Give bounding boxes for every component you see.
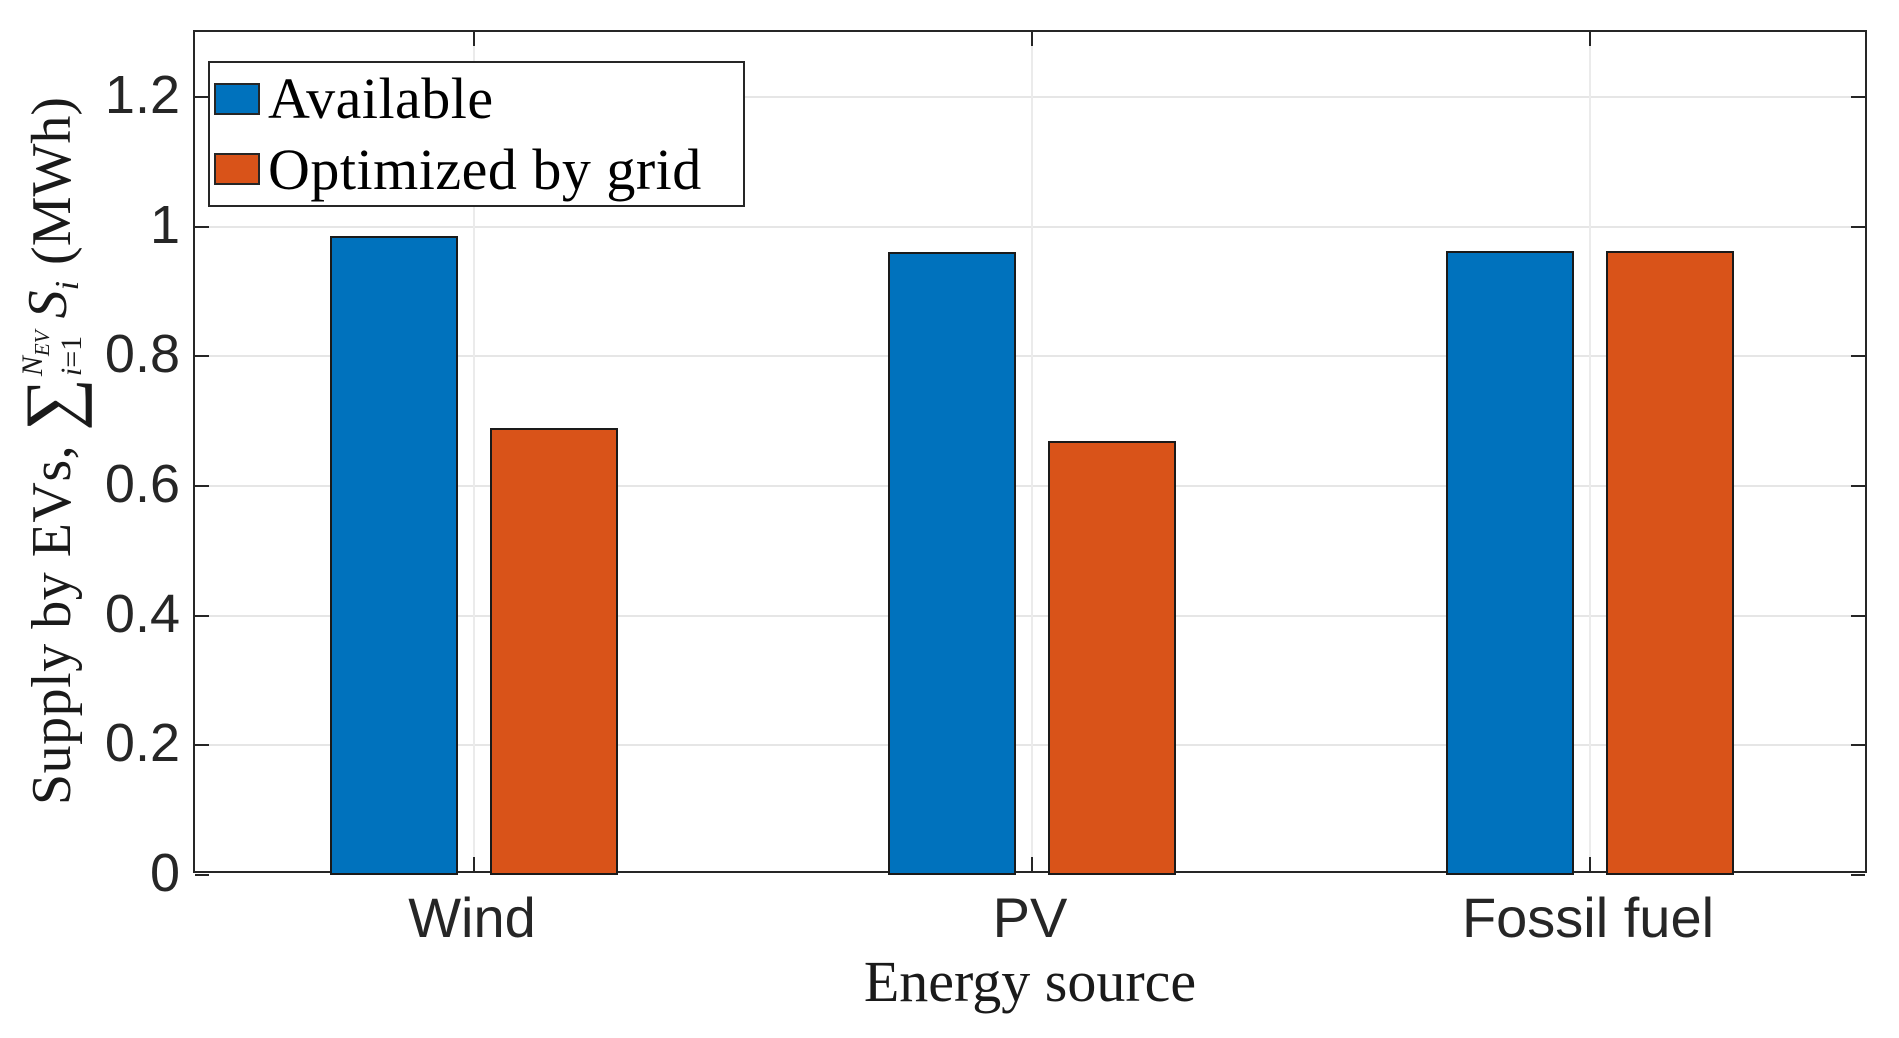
y-tick-mark-right <box>1851 225 1865 228</box>
x-tick-label-wind: Wind <box>408 886 536 949</box>
y-axis-label: Supply by EVs, ∑ NEV i=1 Si (MWh) <box>11 97 93 805</box>
x-tick-mark-top <box>1031 32 1033 46</box>
bar-wind-available <box>330 236 458 875</box>
y-gridline <box>195 355 1865 358</box>
y-tick-label: 1 <box>149 194 180 255</box>
x-tick-label-pv: PV <box>992 886 1068 949</box>
y-tick-mark-right <box>1851 484 1865 487</box>
bar-fossil-fuel-available <box>1446 251 1574 875</box>
summed-variable: Si <box>17 280 87 319</box>
y-tick-mark-left <box>195 744 209 747</box>
bar-fossil-fuel-optimized-by-grid <box>1606 251 1734 875</box>
y-tick-label: 0 <box>149 843 180 903</box>
y-tick-mark-left <box>195 355 209 358</box>
bar-wind-optimized-by-grid <box>490 427 618 875</box>
y-tick-mark-right <box>1851 95 1865 98</box>
x-tick-mark-top <box>1589 32 1591 46</box>
y-tick-label: 1.2 <box>104 64 180 125</box>
plot-area <box>193 30 1867 876</box>
x-tick-mark-top <box>473 32 475 46</box>
y-tick-label: 0.6 <box>104 453 180 514</box>
y-tick-mark-left <box>195 95 209 98</box>
x-tick-mark-bottom <box>1589 857 1591 871</box>
y-tick-mark-right <box>1851 614 1865 617</box>
y-gridline <box>195 614 1865 617</box>
x-tick-mark-bottom <box>473 857 475 871</box>
legend-label-optimized: Optimized by grid <box>268 136 702 202</box>
x-gridline <box>1589 32 1591 871</box>
y-tick-label: 0.4 <box>104 583 180 644</box>
y-tick-mark-right <box>1851 355 1865 358</box>
legend-item-optimized: Optimized by grid <box>214 134 743 204</box>
y-gridline <box>195 484 1865 487</box>
legend-swatch-optimized <box>214 153 260 186</box>
y-tick-label: 0.8 <box>104 324 180 385</box>
y-axis-unit: (MWh) <box>21 97 83 265</box>
y-axis-label-text: Supply by EVs, <box>21 444 83 805</box>
y-gridline <box>195 744 1865 747</box>
legend-swatch-available <box>214 82 260 115</box>
x-tick-label-fossil-fuel: Fossil fuel <box>1461 886 1715 949</box>
y-tick-mark-left <box>195 614 209 617</box>
y-gridline <box>195 225 1865 228</box>
y-tick-mark-right <box>1851 744 1865 747</box>
x-gridline <box>1031 32 1033 871</box>
y-tick-mark-right <box>1851 874 1865 876</box>
legend: Available Optimized by grid <box>208 61 745 207</box>
x-gridline <box>473 32 475 871</box>
x-axis-label: Energy source <box>863 949 1197 1014</box>
y-gridline <box>195 95 1865 98</box>
y-tick-mark-left <box>195 225 209 228</box>
y-tick-mark-left <box>195 484 209 487</box>
legend-item-available: Available <box>214 64 743 134</box>
legend-label-available: Available <box>268 66 494 132</box>
y-tick-mark-left <box>195 874 209 876</box>
x-tick-mark-bottom <box>1031 857 1033 871</box>
bar-pv-optimized-by-grid <box>1048 440 1176 875</box>
y-tick-label: 0.2 <box>104 713 180 774</box>
bar-pv-available <box>888 252 1016 875</box>
summation-symbol: ∑ NEV i=1 <box>11 330 93 431</box>
